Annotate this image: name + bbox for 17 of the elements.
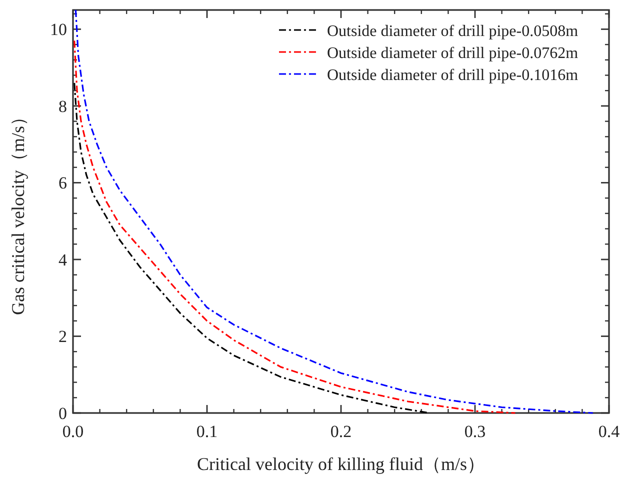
y-tick-label: 10 (50, 20, 67, 40)
x-tick-label: 0.2 (330, 422, 352, 441)
y-axis-title: Gas critical velocity（m/s） (8, 108, 28, 315)
line-series (74, 9, 594, 414)
legend-label: Outside diameter of drill pipe-0.0508m (327, 23, 579, 40)
y-tick-label: 0 (58, 404, 67, 423)
x-tick-label: 0.4 (598, 422, 620, 441)
x-tick-label: 0.0 (62, 422, 84, 441)
legend-label: Outside diameter of drill pipe-0.0762m (327, 45, 579, 62)
y-tick-label: 6 (58, 174, 67, 193)
x-tick-label: 0.3 (464, 422, 486, 441)
x-tick-label: 0.1 (196, 422, 218, 441)
y-tick-label: 8 (58, 96, 67, 116)
y-tick-label: 4 (58, 250, 68, 270)
x-axis-title: Critical velocity of killing fluid（m/s） (197, 454, 485, 474)
y-tick-label: 2 (58, 327, 67, 346)
legend-label: Outside diameter of drill pipe-0.1016m (327, 67, 579, 84)
